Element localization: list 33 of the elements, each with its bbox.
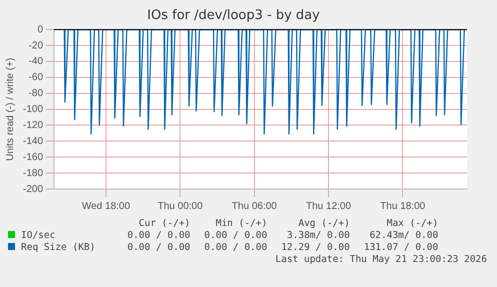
x-tick-label: Thu 06:00 [232, 200, 278, 212]
text: 3.38m/ 0.00 [286, 230, 350, 242]
y-tick-label: -60 [28, 72, 44, 84]
text: 62.43m/ 0.00 [368, 230, 438, 242]
y-tick-label: -200 [23, 184, 44, 195]
text: 131.07 / 0.00 [362, 242, 438, 254]
x-tick-label: Thu 12:00 [306, 200, 352, 212]
text: 0.00 / 0.00 [126, 242, 190, 254]
y-tick-label: -160 [23, 152, 44, 163]
y-axis-title: Units read (-) / write (+) [4, 58, 16, 161]
legend-label: Req Size (KB) [20, 242, 96, 254]
chart-title: IOs for /dev/loop3 - by day [147, 8, 320, 24]
y-tick-label: -20 [28, 40, 44, 52]
y-tick-label: -120 [23, 120, 44, 131]
legend-label: IO/sec [20, 230, 56, 242]
text: Last update: Thu May 21 23:00:23 2026 [274, 254, 488, 266]
y-tick-label: -40 [28, 56, 44, 68]
text: 12.29 / 0.00 [280, 242, 350, 254]
text: Min (-/+) [214, 218, 268, 230]
text: Max (-/+) [386, 218, 438, 230]
x-tick-label: Thu 00:00 [158, 200, 204, 212]
y-tick-label: -100 [23, 104, 44, 116]
text: 0.00 / 0.00 [126, 230, 190, 242]
text: Avg (-/+) [297, 218, 350, 230]
x-tick-label: Thu 18:00 [380, 200, 426, 212]
text: 0.00 / 0.00 [203, 242, 268, 254]
y-tick-label: -180 [23, 168, 44, 179]
x-tick-label: Wed 18:00 [82, 200, 130, 212]
y-tick-label: 0 [37, 24, 44, 36]
text: 0.00 / 0.00 [203, 230, 268, 242]
y-tick-label: -80 [28, 88, 44, 100]
y-tick-label: -140 [23, 136, 44, 147]
text: Cur (-/+) [138, 218, 190, 230]
